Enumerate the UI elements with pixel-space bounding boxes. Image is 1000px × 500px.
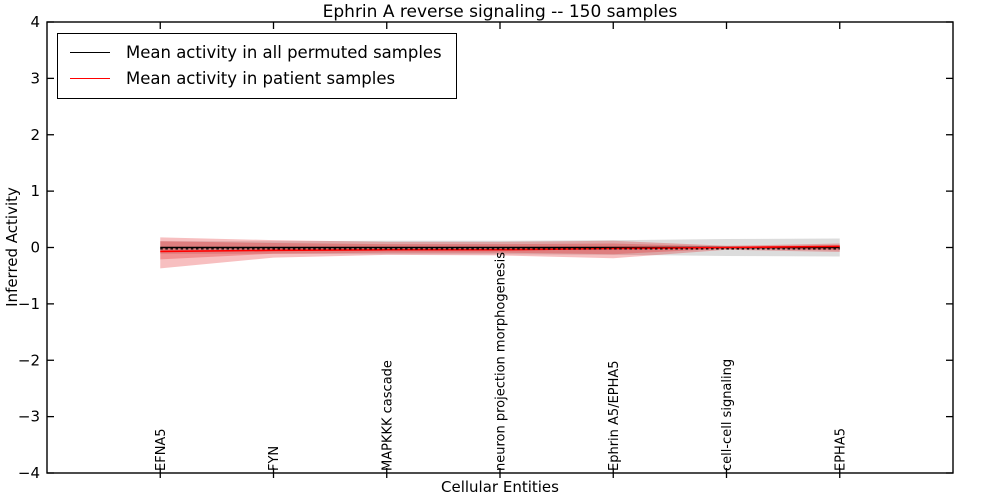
x-axis-label: Cellular Entities (441, 478, 559, 496)
y-tick-label: 0 (30, 239, 40, 257)
x-category-label: cell-cell signaling (720, 359, 735, 471)
legend-label-patient: Mean activity in patient samples (126, 68, 396, 88)
x-category-label: EFNA5 (154, 428, 169, 471)
x-category-label: neuron projection morphogenesis (494, 252, 509, 471)
y-tick-label: −1 (18, 295, 40, 313)
y-tick-label: −3 (18, 408, 40, 426)
patient-samples-outer-band (160, 237, 840, 269)
x-category-label: EPHA5 (833, 428, 848, 471)
x-category-label: Ephrin A5/EPHA5 (607, 360, 622, 471)
legend-entry-patient: Mean activity in patient samples (70, 65, 442, 91)
y-axis-label: Inferred Activity (3, 187, 21, 307)
y-tick-label: 4 (30, 13, 40, 31)
legend: Mean activity in all permuted samples Me… (57, 33, 457, 99)
series-line-1 (160, 245, 840, 253)
y-tick-label: −2 (18, 351, 40, 369)
y-tick-label: −4 (18, 464, 40, 482)
chart-title: Ephrin A reverse signaling -- 150 sample… (322, 2, 678, 22)
x-category-label: FYN (267, 446, 282, 471)
legend-entry-permuted: Mean activity in all permuted samples (70, 39, 442, 65)
black-line-swatch (70, 51, 110, 53)
y-tick-label: 2 (30, 126, 40, 144)
y-tick-label: 3 (30, 69, 40, 87)
red-line-swatch (70, 77, 110, 79)
x-category-label: MAPKKK cascade (380, 360, 395, 471)
y-tick-label: 1 (30, 182, 40, 200)
legend-label-permuted: Mean activity in all permuted samples (126, 42, 442, 62)
